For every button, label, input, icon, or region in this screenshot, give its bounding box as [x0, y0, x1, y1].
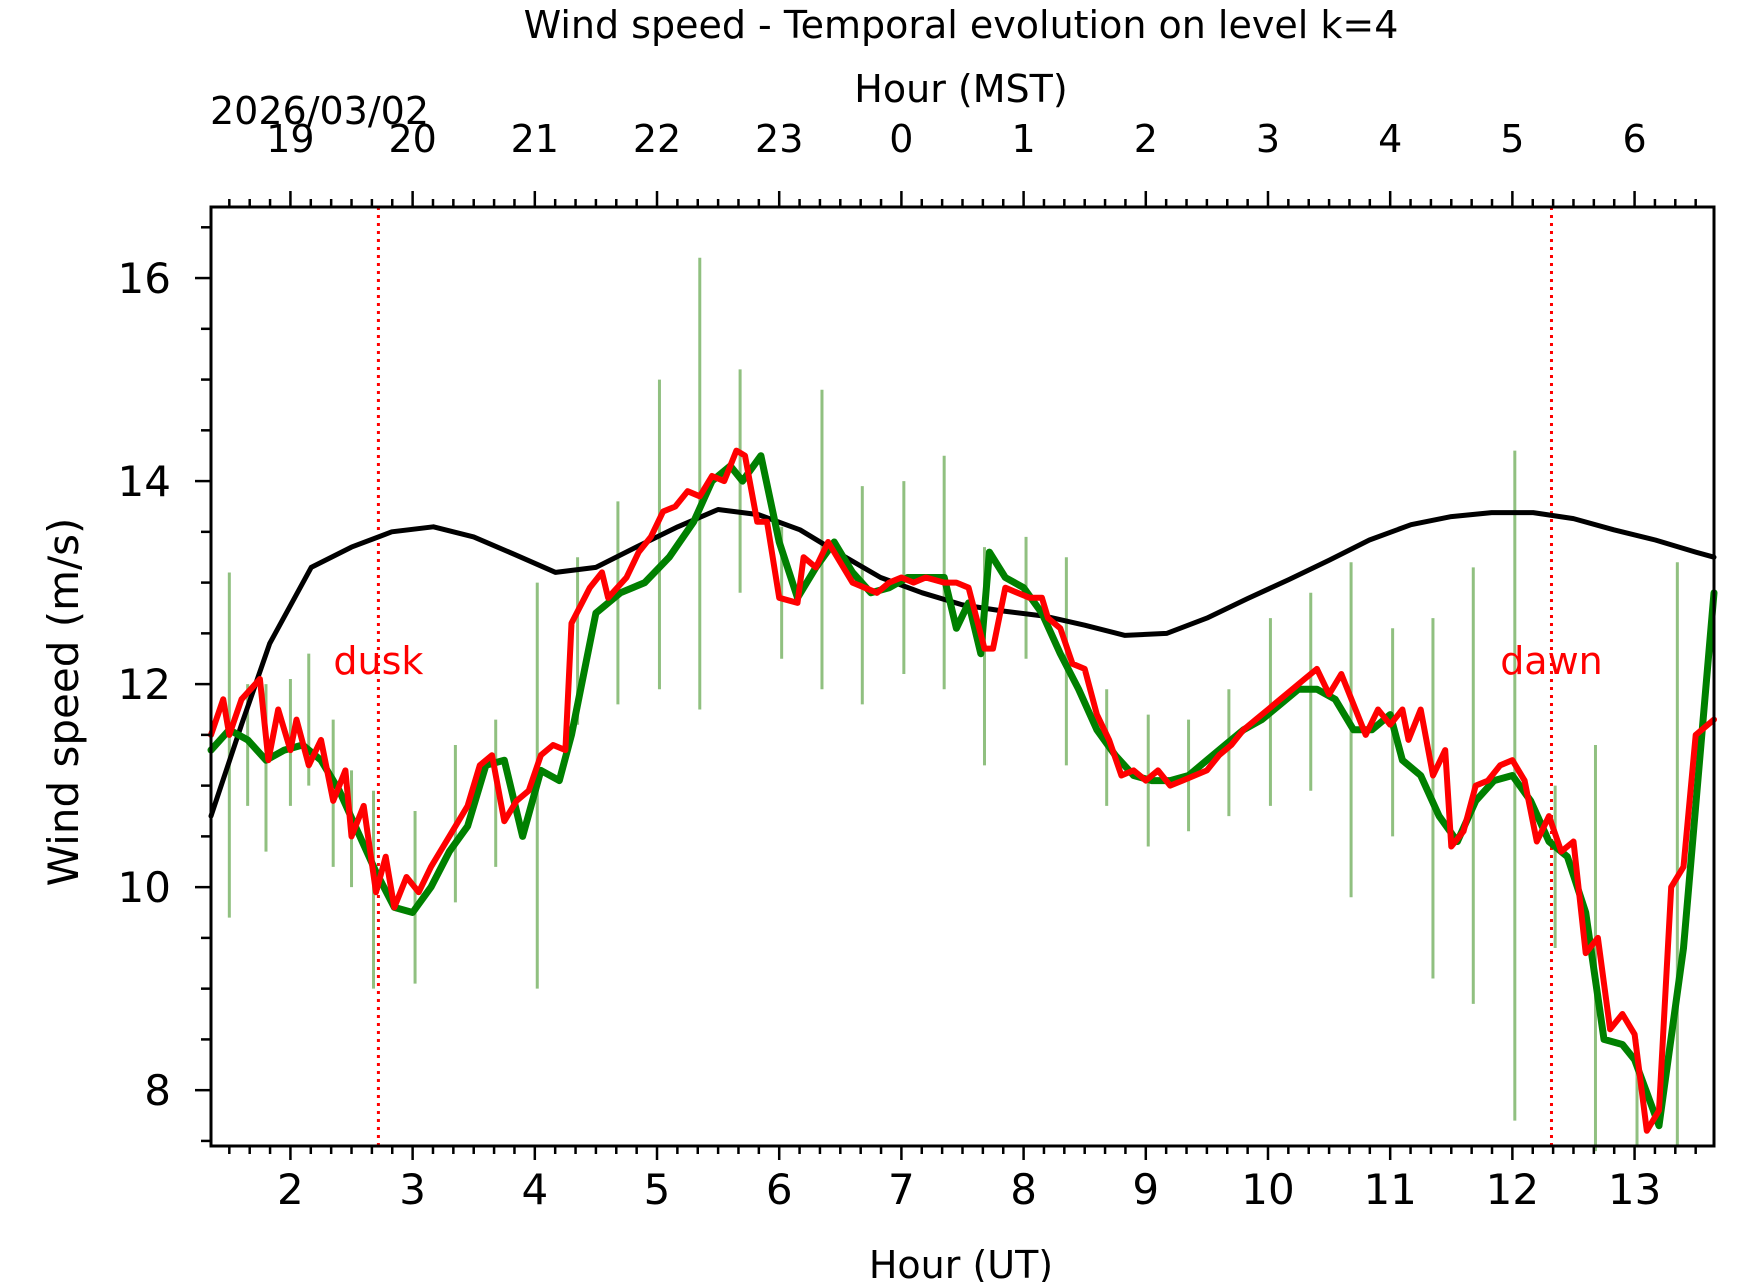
y-tick-label: 12 [118, 660, 171, 709]
series-line-1 [208, 507, 1717, 819]
dawn-label: dawn [1500, 639, 1603, 683]
annotations: dusk dawn [333, 639, 1602, 683]
top-tick-label: 20 [388, 117, 436, 161]
top-tick-label: 5 [1500, 117, 1524, 161]
x-tick-label: 10 [1241, 1165, 1294, 1214]
y-tick-label: 8 [144, 1066, 171, 1115]
x-tick-label: 11 [1363, 1165, 1416, 1214]
x-tick-label: 4 [521, 1165, 548, 1214]
top-tick-label: 3 [1256, 117, 1280, 161]
dusk-label: dusk [333, 639, 423, 683]
x-tick-label: 12 [1486, 1165, 1539, 1214]
x-tick-label: 13 [1608, 1165, 1661, 1214]
top-axis-label: Hour (MST) [854, 67, 1067, 111]
x-tick-label: 9 [1132, 1165, 1159, 1214]
top-tick-label: 4 [1378, 117, 1402, 161]
y-axis-label: Wind speed (m/s) [39, 518, 88, 887]
top-tick-label: 21 [511, 117, 559, 161]
top-tick-label: 0 [889, 117, 913, 161]
x-tick-label: 7 [888, 1165, 915, 1214]
error-bars [227, 257, 1679, 1152]
series-line-2 [207, 452, 1718, 1130]
y-tick-label: 14 [118, 457, 171, 506]
x-tick-label: 3 [399, 1165, 426, 1214]
top-tick-label: 19 [266, 117, 314, 161]
top-tick-label: 6 [1622, 117, 1646, 161]
top-tick-label: 1 [1012, 117, 1036, 161]
top-tick-label: 2 [1134, 117, 1158, 161]
x-tick-label: 2 [277, 1165, 304, 1214]
x-tick-label: 5 [644, 1165, 671, 1214]
y-tick-label: 10 [118, 863, 171, 912]
dusk-dawn-markers [376, 207, 1553, 1146]
x-axis-label: Hour (UT) [869, 1243, 1053, 1282]
y-tick-label: 16 [118, 254, 171, 303]
top-tick-label: 23 [755, 117, 803, 161]
chart-title: Wind speed - Temporal evolution on level… [524, 3, 1399, 47]
top-tick-label: 22 [633, 117, 681, 161]
x-tick-label: 6 [766, 1165, 793, 1214]
x-tick-label: 8 [1010, 1165, 1037, 1214]
date-label: 2026/03/02 [210, 89, 429, 133]
plot-frame [209, 205, 1716, 1148]
series-lines [207, 447, 1718, 1134]
series-line-3 [208, 447, 1717, 1134]
